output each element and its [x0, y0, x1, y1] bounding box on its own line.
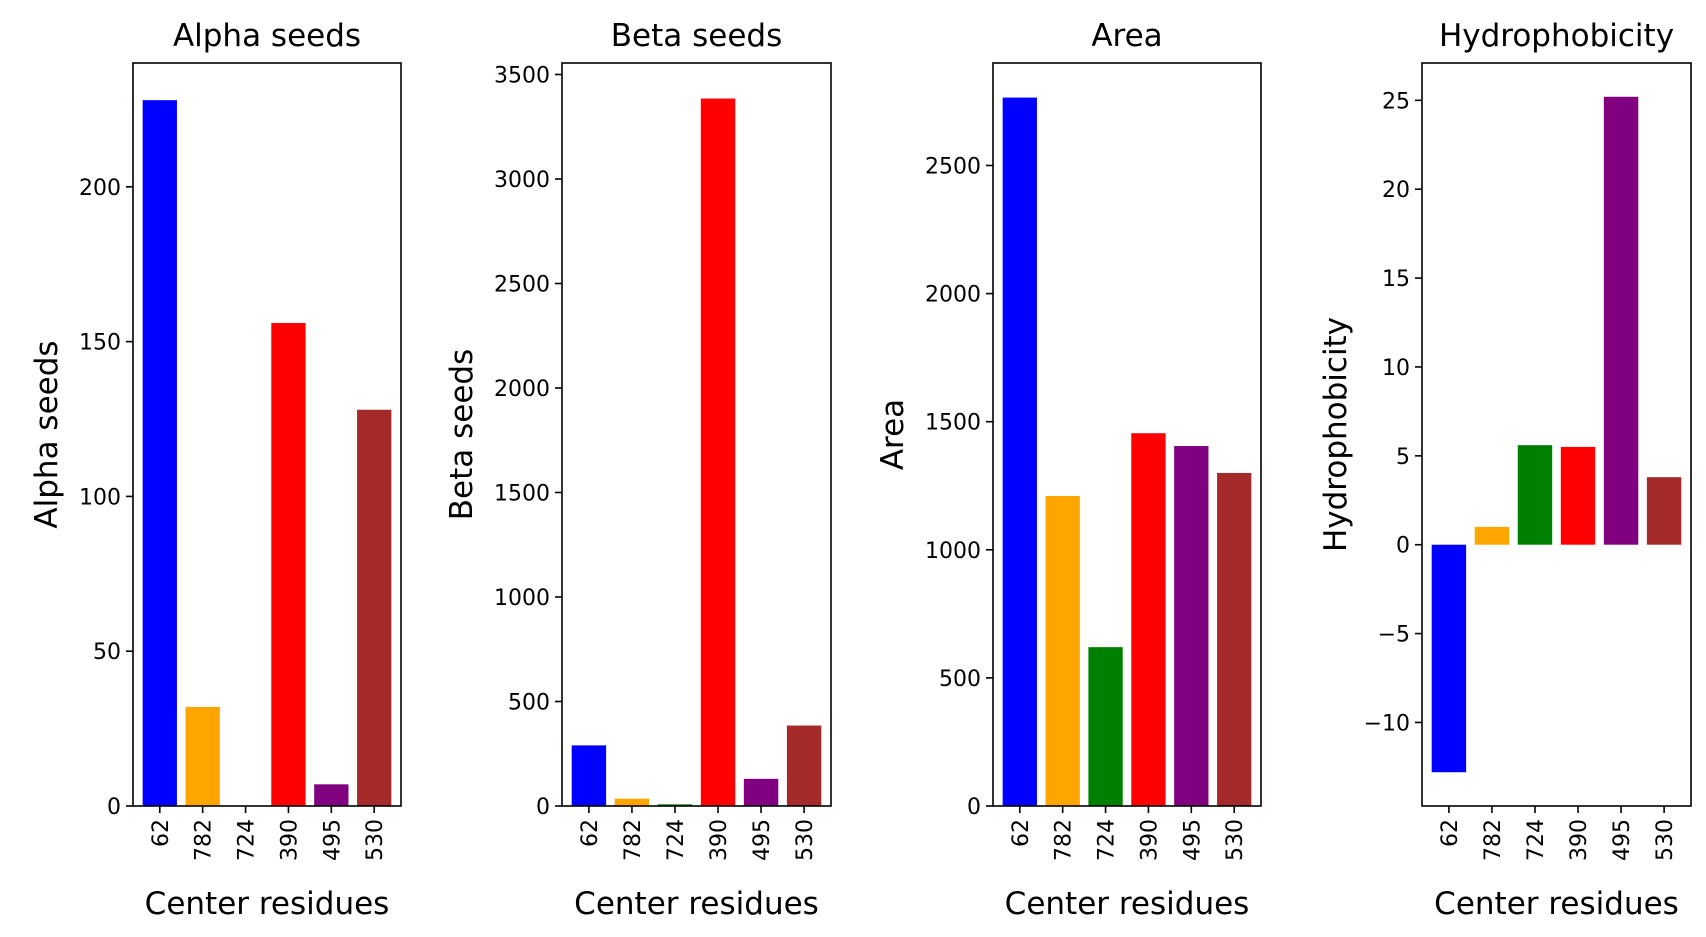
- x-tick-label: 724: [1095, 819, 1120, 861]
- plot-frame: [132, 62, 402, 807]
- x-tick-label: 495: [1180, 819, 1205, 861]
- bar-62: [1002, 97, 1037, 806]
- y-tick-label: −10: [1364, 711, 1410, 736]
- bar-530: [1217, 472, 1252, 806]
- plot-frame: [1421, 62, 1692, 807]
- bar-62: [1431, 544, 1467, 773]
- x-axis-label: Center residues: [1434, 886, 1679, 922]
- y-tick-label: 0: [536, 795, 550, 820]
- x-axis-label: Center residues: [574, 886, 819, 922]
- x-tick-label: 782: [621, 819, 646, 861]
- y-tick-label: 10: [1382, 356, 1410, 381]
- chart-panel-3: 0 500 1000 1500 2000 2500 62 782 724 390 495 530 Are…: [875, 18, 1262, 922]
- chart-panel-2: 0 500 1000 1500 2000 2500 3000 3500 62 782 724 390 4…: [444, 18, 832, 922]
- x-tick-label: 782: [192, 819, 217, 861]
- x-tick-label: 530: [793, 819, 818, 861]
- x-tick-label: 724: [1524, 819, 1549, 861]
- x-tick-label: 62: [578, 819, 603, 847]
- chart-panel-1: 0 50 100 150 200 62 782 724 390 495 530 Alpha seeds…: [29, 18, 402, 922]
- x-tick-label: 62: [149, 819, 174, 847]
- y-tick-label: 1000: [494, 586, 550, 611]
- bar-782: [1474, 526, 1510, 545]
- y-tick-label: 0: [967, 795, 981, 820]
- bar-530: [786, 725, 822, 806]
- y-tick-label: 2000: [925, 283, 981, 308]
- x-tick-label: 495: [1610, 819, 1635, 861]
- y-tick-label: 1500: [494, 481, 550, 506]
- y-tick-label: 3500: [494, 63, 550, 88]
- bar-724: [657, 804, 693, 806]
- y-axis-label: Area: [875, 399, 911, 470]
- x-tick-label: 782: [1481, 819, 1506, 861]
- x-tick-label: 495: [320, 819, 345, 861]
- y-tick-label: 1000: [925, 539, 981, 564]
- bar-782: [614, 798, 650, 806]
- x-tick-label: 390: [277, 819, 302, 861]
- y-tick-label: 20: [1382, 178, 1410, 203]
- chart-panel-4: −10 −5 0 5 10 15 20 25 62 782 724 390 495 530 Hydropho…: [1318, 18, 1692, 922]
- y-axis-label: Alpha seeds: [29, 340, 65, 528]
- y-tick-label: 0: [107, 795, 121, 820]
- y-tick-label: 25: [1382, 89, 1410, 114]
- y-tick-label: 500: [508, 690, 550, 715]
- y-tick-label: 3000: [494, 168, 550, 193]
- bar-495: [1603, 96, 1639, 545]
- y-axis-label: Beta seeds: [444, 349, 480, 520]
- x-axis-label: Center residues: [145, 886, 390, 922]
- y-tick-label: −5: [1378, 623, 1410, 648]
- y-tick-label: 2500: [494, 272, 550, 297]
- bar-724: [1517, 445, 1553, 545]
- x-tick-label: 390: [1137, 819, 1162, 861]
- x-tick-label: 390: [707, 819, 732, 861]
- x-tick-label: 724: [235, 819, 260, 861]
- chart-title: Beta seeds: [611, 18, 782, 54]
- y-axis-label: Hydrophobicity: [1318, 317, 1354, 552]
- bar-495: [1174, 446, 1209, 806]
- x-tick-label: 62: [1438, 819, 1463, 847]
- chart-title: Area: [1091, 18, 1162, 54]
- x-tick-label: 530: [1223, 819, 1248, 861]
- bar-495: [743, 778, 779, 806]
- y-tick-label: 15: [1382, 267, 1410, 292]
- bar-782: [185, 706, 220, 806]
- y-tick-label: 1500: [925, 411, 981, 436]
- y-tick-label: 50: [93, 640, 121, 665]
- chart-title: Alpha seeds: [173, 18, 361, 54]
- x-axis-label: Center residues: [1005, 886, 1250, 922]
- plot-frame: [992, 62, 1262, 807]
- y-tick-label: 200: [79, 176, 121, 201]
- y-tick-label: 2500: [925, 154, 981, 179]
- x-tick-label: 782: [1052, 819, 1077, 861]
- x-tick-label: 390: [1567, 819, 1592, 861]
- bar-62: [142, 100, 177, 806]
- y-tick-label: 0: [1396, 534, 1410, 559]
- x-tick-label: 724: [664, 819, 689, 861]
- x-tick-label: 530: [363, 819, 388, 861]
- y-tick-label: 500: [939, 667, 981, 692]
- bar-530: [357, 409, 392, 806]
- bar-495: [314, 784, 349, 806]
- bar-390: [1131, 433, 1166, 806]
- x-tick-label: 530: [1653, 819, 1678, 861]
- bar-530: [1646, 477, 1682, 545]
- x-tick-label: 62: [1009, 819, 1034, 847]
- y-tick-label: 2000: [494, 377, 550, 402]
- bar-782: [1045, 495, 1080, 806]
- y-tick-label: 5: [1396, 445, 1410, 470]
- chart-title: Hydrophobicity: [1439, 18, 1674, 54]
- bar-390: [1560, 446, 1596, 545]
- x-tick-label: 495: [750, 819, 775, 861]
- bar-390: [700, 98, 736, 807]
- y-tick-label: 100: [79, 485, 121, 510]
- bar-390: [271, 323, 306, 806]
- bar-62: [571, 745, 607, 806]
- plot-frame: [561, 62, 832, 807]
- y-tick-label: 150: [79, 331, 121, 356]
- bar-724: [1088, 647, 1123, 806]
